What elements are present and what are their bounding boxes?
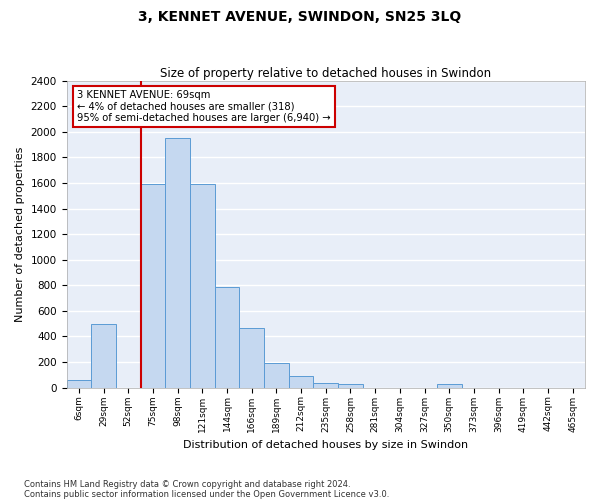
Text: 3 KENNET AVENUE: 69sqm
← 4% of detached houses are smaller (318)
95% of semi-det: 3 KENNET AVENUE: 69sqm ← 4% of detached … [77,90,331,123]
Bar [67,380,91,388]
Title: Size of property relative to detached houses in Swindon: Size of property relative to detached ho… [160,66,491,80]
Bar [264,362,289,388]
Bar [165,138,190,388]
Text: Contains HM Land Registry data © Crown copyright and database right 2024.
Contai: Contains HM Land Registry data © Crown c… [24,480,389,499]
Bar [91,324,116,388]
Bar [437,384,461,388]
Bar [313,383,338,388]
Bar [190,184,215,388]
Bar [140,184,165,388]
Bar [215,286,239,388]
Y-axis label: Number of detached properties: Number of detached properties [15,146,25,322]
Bar [289,376,313,388]
Bar [239,328,264,388]
Text: 3, KENNET AVENUE, SWINDON, SN25 3LQ: 3, KENNET AVENUE, SWINDON, SN25 3LQ [139,10,461,24]
X-axis label: Distribution of detached houses by size in Swindon: Distribution of detached houses by size … [183,440,469,450]
Bar [338,384,363,388]
